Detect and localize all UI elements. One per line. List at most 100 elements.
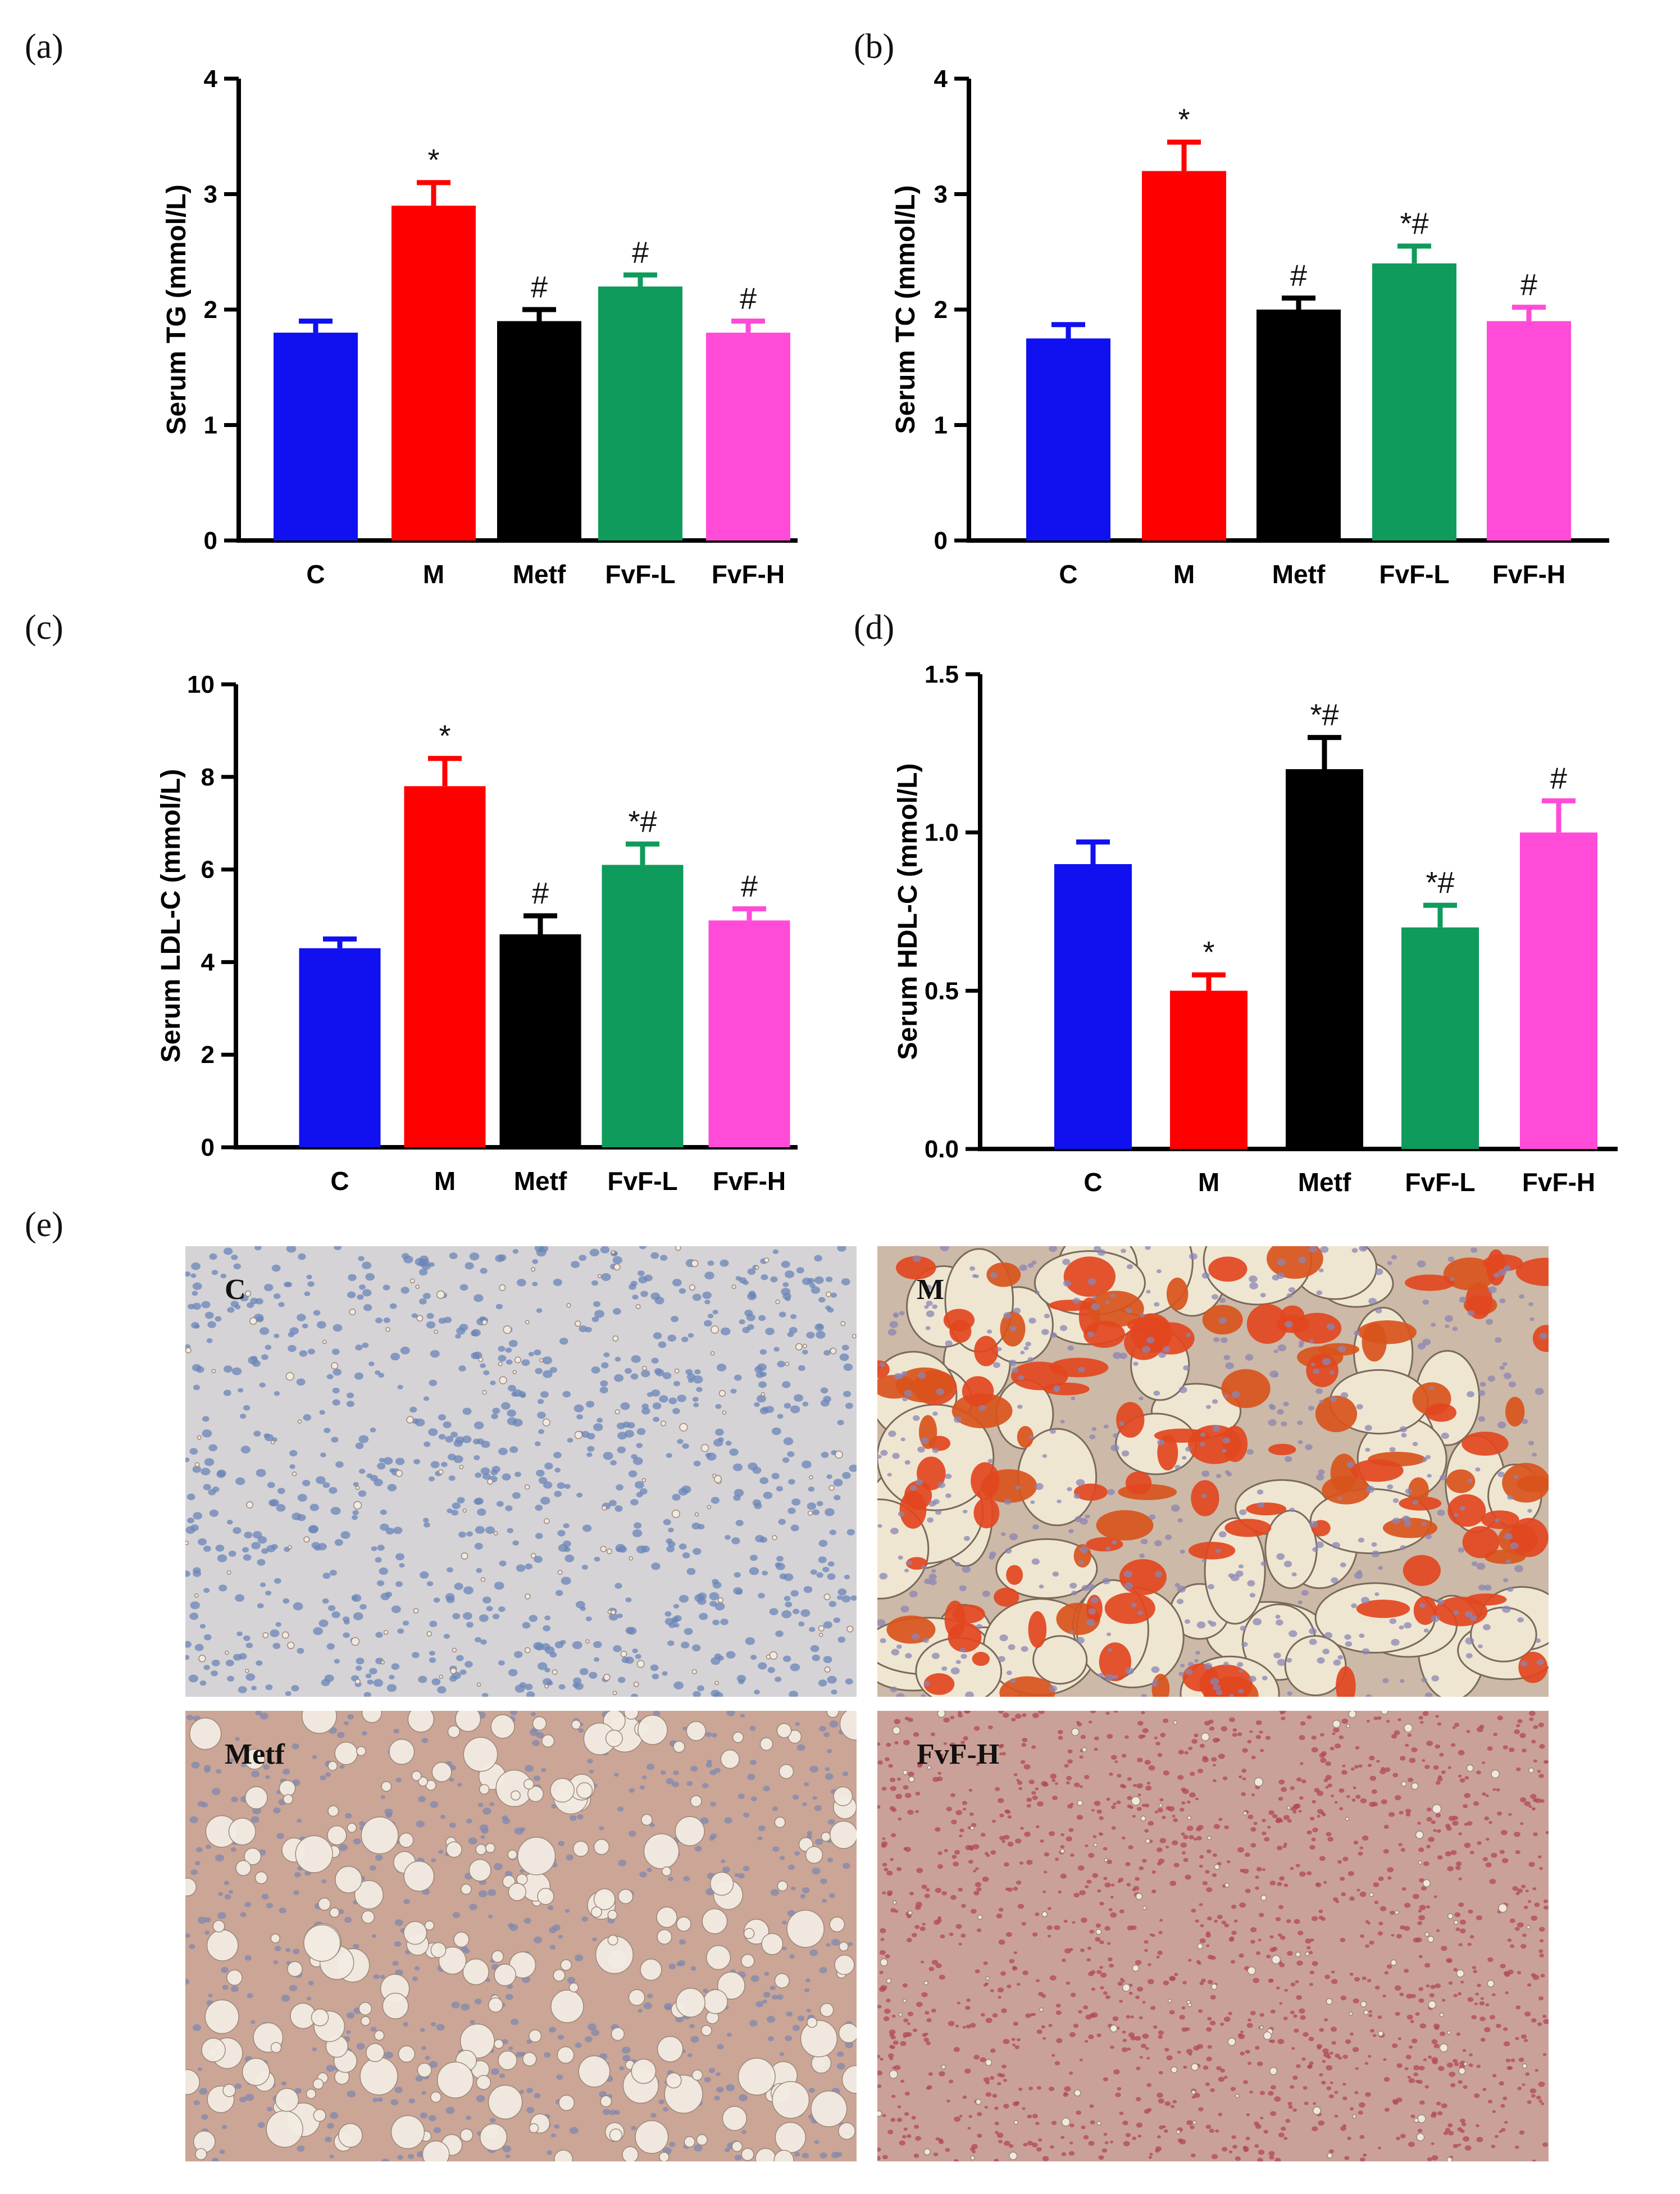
y-tick-label: 10 xyxy=(187,671,215,698)
bar-c xyxy=(299,948,381,1147)
significance-fvf-l: *# xyxy=(1400,207,1428,240)
significance-fvf-h: # xyxy=(740,282,757,316)
y-tick-label: 0.5 xyxy=(925,977,959,1005)
significance-metf: # xyxy=(1290,258,1307,292)
bar-c xyxy=(1054,864,1132,1149)
y-tick-label: 0.0 xyxy=(925,1135,959,1163)
significance-fvf-l: *# xyxy=(1426,866,1454,900)
y-tick-label: 4 xyxy=(201,948,215,976)
panel-label-b: (b) xyxy=(854,28,895,66)
y-tick-label: 4 xyxy=(934,65,948,93)
significance-m: * xyxy=(1178,103,1190,137)
bar-m xyxy=(404,786,486,1147)
bar-metf xyxy=(1286,769,1363,1149)
panel-label-d: (d) xyxy=(854,608,895,647)
panel-label-a: (a) xyxy=(25,28,63,66)
bar-fvf-l xyxy=(1401,927,1479,1149)
bar-fvf-l xyxy=(602,865,684,1147)
category-label-m: M xyxy=(434,1166,456,1196)
bar-fvf-h xyxy=(1487,321,1571,540)
micrograph-fvf-h: FvF-H xyxy=(877,1711,1549,2161)
bar-m xyxy=(1142,171,1226,540)
significance-m: * xyxy=(439,719,450,753)
bar-fvf-h xyxy=(708,920,790,1147)
micrograph-control: C xyxy=(185,1246,857,1697)
y-tick-label: 0 xyxy=(201,1134,215,1161)
y-tick-label: 2 xyxy=(934,296,948,324)
panel-label-e: (e) xyxy=(25,1206,63,1244)
micrograph-label-c: C xyxy=(225,1274,246,1306)
significance-m: * xyxy=(1203,935,1214,969)
y-tick-label: 6 xyxy=(201,856,215,884)
significance-fvf-h: # xyxy=(741,870,758,903)
category-label-fvf-l: FvF-L xyxy=(607,1166,677,1196)
micrograph-metformin: Metf xyxy=(185,1711,857,2161)
category-label-metf: Metf xyxy=(513,560,566,589)
y-tick-label: 3 xyxy=(204,181,217,208)
significance-metf: # xyxy=(532,876,549,910)
y-axis-label: Serum TG (mmol/L) xyxy=(162,184,192,434)
category-label-fvf-l: FvF-L xyxy=(605,560,675,589)
category-label-m: M xyxy=(423,560,444,589)
micrograph-label-fvf-h: FvF-H xyxy=(917,1738,1000,1770)
bar-c xyxy=(1026,338,1110,540)
y-tick-label: 3 xyxy=(934,181,948,208)
bar-metf xyxy=(1256,310,1341,540)
y-tick-label: 1.5 xyxy=(925,661,959,688)
micrograph-model-texture xyxy=(877,1246,1549,1697)
bar-fvf-h xyxy=(1520,832,1597,1149)
y-axis-label: Serum HDL-C (mmol/L) xyxy=(893,764,923,1060)
significance-fvf-h: # xyxy=(1520,268,1537,302)
category-label-c: C xyxy=(330,1166,349,1196)
bar-metf xyxy=(499,934,581,1147)
micrograph-fvf-h-texture xyxy=(877,1711,1549,2161)
category-label-m: M xyxy=(1198,1168,1219,1197)
y-tick-label: 2 xyxy=(201,1041,215,1069)
category-label-metf: Metf xyxy=(514,1166,567,1196)
y-tick-label: 0 xyxy=(204,527,217,555)
micrograph-label-metf: Metf xyxy=(225,1738,285,1770)
category-label-c: C xyxy=(1059,560,1077,589)
category-label-metf: Metf xyxy=(1298,1168,1351,1197)
category-label-m: M xyxy=(1173,560,1195,589)
significance-metf: # xyxy=(531,270,548,304)
significance-fvf-l: *# xyxy=(628,805,657,838)
bar-fvf-h xyxy=(706,333,790,540)
bar-metf xyxy=(497,321,581,540)
category-label-metf: Metf xyxy=(1272,560,1326,589)
category-label-fvf-h: FvF-H xyxy=(1522,1168,1595,1197)
y-tick-label: 1 xyxy=(934,412,948,439)
y-tick-label: 1 xyxy=(204,412,217,439)
y-tick-label: 4 xyxy=(204,65,218,93)
bar-fvf-l xyxy=(598,286,682,540)
micrograph-metformin-texture xyxy=(185,1711,857,2161)
bar-m xyxy=(391,206,476,540)
category-label-fvf-l: FvF-L xyxy=(1379,560,1449,589)
y-axis-label: Serum TC (mmol/L) xyxy=(891,185,921,434)
category-label-c: C xyxy=(306,560,325,589)
bar-m xyxy=(1170,991,1248,1149)
significance-fvf-l: # xyxy=(632,235,649,269)
y-axis-label: Serum LDL-C (mmol/L) xyxy=(156,769,186,1063)
bar-c xyxy=(274,333,358,540)
significance-fvf-h: # xyxy=(1550,761,1567,795)
micrograph-label-m: M xyxy=(917,1274,945,1306)
y-tick-label: 1.0 xyxy=(925,819,959,847)
significance-metf: *# xyxy=(1310,698,1338,732)
category-label-c: C xyxy=(1083,1168,1102,1197)
bar-fvf-l xyxy=(1372,263,1456,540)
category-label-fvf-h: FvF-H xyxy=(712,560,785,589)
category-label-fvf-h: FvF-H xyxy=(1492,560,1565,589)
category-label-fvf-h: FvF-H xyxy=(713,1166,786,1196)
category-label-fvf-l: FvF-L xyxy=(1405,1168,1475,1197)
significance-m: * xyxy=(427,143,439,177)
micrograph-model: M xyxy=(877,1246,1549,1697)
y-tick-label: 8 xyxy=(201,764,215,791)
micrograph-control-texture xyxy=(185,1246,857,1697)
y-tick-label: 0 xyxy=(934,527,948,555)
y-tick-label: 2 xyxy=(204,296,217,324)
